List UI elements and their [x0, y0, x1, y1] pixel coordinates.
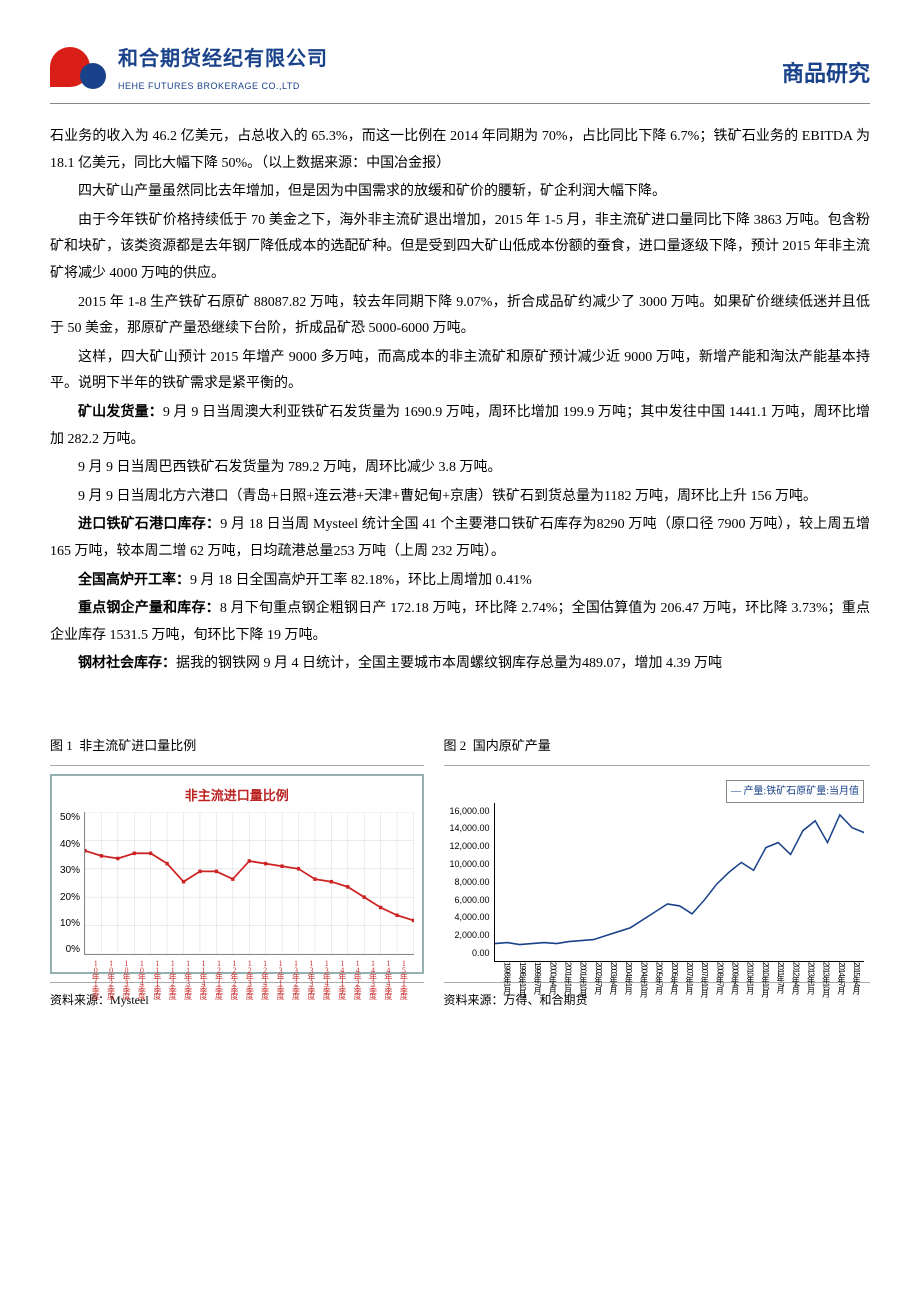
logo-mark [50, 47, 110, 89]
chart-2-title: 图 2 国内原矿产量 [444, 728, 871, 766]
chart-1: 非主流进口量比例 50%40%30%20%10%0% 10年1季度10年2季度1… [50, 774, 424, 974]
paragraph: 由于今年铁矿价格持续低于 70 美金之下，海外非主流矿退出增加，2015 年 1… [50, 208, 870, 288]
body-text: 石业务的收入为 46.2 亿美元，占总收入的 65.3%，而这一比例在 2014… [50, 124, 870, 678]
paragraph-text: 9 月 9 日当周澳大利亚铁矿石发货量为 1690.9 万吨，周环比增加 199… [50, 405, 870, 447]
chart-1-column: 图 1 非主流矿进口量比例 非主流进口量比例 50%40%30%20%10%0%… [50, 728, 424, 1017]
document-type: 商品研究 [782, 53, 870, 95]
paragraph: 进口铁矿石港口库存：9 月 18 日当周 Mysteel 统计全国 41 个主要… [50, 512, 870, 565]
paragraph: 石业务的收入为 46.2 亿美元，占总收入的 65.3%，而这一比例在 2014… [50, 124, 870, 177]
chart-2-xaxis: 1998年1月1998年10月1999年7月2000年4月2001年1月2001… [450, 962, 865, 997]
chart-2-column: 图 2 国内原矿产量 产量:铁矿石原矿量:当月值 16,000.0014,000… [444, 728, 871, 1017]
section-label: 全国高炉开工率： [78, 573, 190, 588]
paragraph: 9 月 9 日当周北方六港口（青岛+日照+连云港+天津+曹妃甸+京唐）铁矿石到货… [50, 484, 870, 511]
chart-1-legend: 非主流进口量比例 [60, 784, 414, 809]
paragraph-text: 据我的钢铁网 9 月 4 日统计，全国主要城市本周螺纹钢库存总量为489.07，… [176, 656, 722, 671]
chart-2-legend: 产量:铁矿石原矿量:当月值 [726, 780, 864, 803]
logo-block: 和合期货经纪有限公司 HEHE FUTURES BROKERAGE CO.,LT… [50, 40, 328, 95]
paragraph: 9 月 9 日当周巴西铁矿石发货量为 789.2 万吨，周环比减少 3.8 万吨… [50, 455, 870, 482]
paragraph: 全国高炉开工率：9 月 18 日全国高炉开工率 82.18%，环比上周增加 0.… [50, 568, 870, 595]
chart-1-yaxis: 50%40%30%20%10%0% [60, 808, 84, 959]
page-header: 和合期货经纪有限公司 HEHE FUTURES BROKERAGE CO.,LT… [50, 40, 870, 104]
chart-2-yaxis: 16,000.0014,000.0012,000.0010,000.008,00… [450, 803, 494, 962]
chart-1-title: 图 1 非主流矿进口量比例 [50, 728, 424, 766]
section-label: 矿山发货量： [78, 405, 163, 420]
logo-text: 和合期货经纪有限公司 HEHE FUTURES BROKERAGE CO.,LT… [118, 40, 328, 95]
chart-1-plot [84, 812, 413, 955]
paragraph: 四大矿山产量虽然同比去年增加，但是因为中国需求的放缓和矿价的腰斩，矿企利润大幅下… [50, 179, 870, 206]
company-name-en: HEHE FUTURES BROKERAGE CO.,LTD [118, 78, 328, 95]
chart-1-xaxis: 10年1季度10年2季度10年3季度10年4季度11年1季度11年2季度11年3… [60, 959, 414, 998]
chart-2-plot [494, 803, 864, 962]
section-label: 重点钢企产量和库存： [78, 601, 220, 616]
section-label: 钢材社会库存： [78, 656, 176, 671]
charts-section: 图 1 非主流矿进口量比例 非主流进口量比例 50%40%30%20%10%0%… [50, 728, 870, 1017]
section-label: 进口铁矿石港口库存： [78, 517, 220, 532]
paragraph: 重点钢企产量和库存：8 月下旬重点钢企粗钢日产 172.18 万吨，环比降 2.… [50, 596, 870, 649]
paragraph: 矿山发货量：9 月 9 日当周澳大利亚铁矿石发货量为 1690.9 万吨，周环比… [50, 400, 870, 453]
paragraph-text: 9 月 18 日全国高炉开工率 82.18%，环比上周增加 0.41% [190, 573, 532, 588]
chart-2: 产量:铁矿石原矿量:当月值 16,000.0014,000.0012,000.0… [444, 774, 871, 974]
company-name-cn: 和合期货经纪有限公司 [118, 40, 328, 78]
paragraph: 钢材社会库存：据我的钢铁网 9 月 4 日统计，全国主要城市本周螺纹钢库存总量为… [50, 651, 870, 678]
paragraph: 2015 年 1-8 生产铁矿石原矿 88087.82 万吨，较去年同期下降 9… [50, 290, 870, 343]
paragraph: 这样，四大矿山预计 2015 年增产 9000 多万吨，而高成本的非主流矿和原矿… [50, 345, 870, 398]
